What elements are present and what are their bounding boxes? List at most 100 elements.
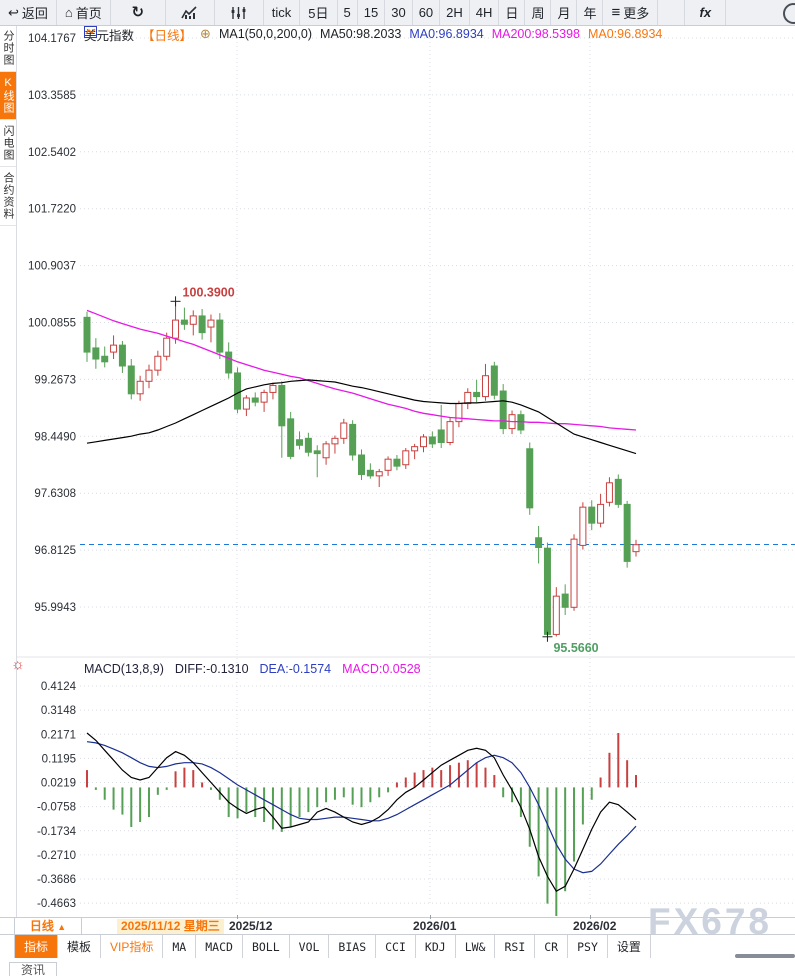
period-2h-button[interactable]: 2H	[440, 0, 470, 25]
tab-vip-indicator[interactable]: VIP指标	[101, 935, 164, 958]
indicator-settings-icon[interactable]: ☼	[11, 656, 25, 673]
tab-lw[interactable]: LW&	[456, 935, 496, 958]
tab-ma[interactable]: MA	[163, 935, 197, 958]
mini-chart-icon	[84, 26, 97, 38]
sidebar: 分时图 K线图 闪电图 合约资料	[0, 25, 17, 917]
candlestick-icon	[231, 6, 246, 19]
period-week-button[interactable]: 周	[525, 0, 552, 25]
more-label: 更多	[623, 6, 650, 21]
tab-indicator[interactable]: 指标	[14, 935, 59, 958]
period-15-button[interactable]: 15	[358, 0, 386, 25]
period-dropdown[interactable]: 日线 ▲	[14, 918, 82, 934]
price-chart[interactable]: 104.1767 103.3585 102.5402 101.7220 100.9037…	[16, 25, 795, 917]
sidebar-item-flash-chart[interactable]: 闪电图	[0, 120, 16, 167]
x-axis-row: 日线 ▲ 2025/11/12 星期三 2025/12 2026/01 2026…	[0, 915, 795, 935]
tab-cr[interactable]: CR	[535, 935, 569, 958]
tab-template[interactable]: 模板	[58, 935, 102, 958]
sidebar-item-contract-info[interactable]: 合约资料	[0, 167, 16, 226]
ma0-value-orange: MA0:96.8934	[587, 27, 663, 41]
back-icon: ↩	[8, 5, 19, 20]
macd-diff-value: DIFF:-0.1310	[174, 662, 249, 676]
macd-header: MACD(13,8,9) DIFF:-0.1310 DEA:-0.1574 MA…	[84, 662, 421, 676]
line-chart-button[interactable]	[166, 0, 215, 25]
svg-text:104.1767: 104.1767	[28, 33, 76, 45]
ma-config-label: MA1(50,0,200,0)	[218, 27, 313, 41]
toolbar: ↩ 返回 ⌂ 首页 ↻ tick 5日 5 15 30 60 2H 4H 日 周…	[0, 0, 795, 26]
zoom-out-icon[interactable]	[783, 3, 795, 24]
back-label: 返回	[21, 6, 48, 21]
tab-news[interactable]: 资讯	[9, 962, 57, 976]
svg-text:-0.1734: -0.1734	[37, 826, 77, 838]
svg-text:-0.0758: -0.0758	[37, 802, 76, 814]
indicator-tabs: 指标 模板 VIP指标 MA MACD BOLL VOL BIAS CCI KD…	[0, 934, 795, 959]
refresh-button[interactable]: ↻	[111, 0, 166, 25]
x-axis-tick	[430, 915, 431, 919]
candlestick-button[interactable]	[215, 0, 264, 25]
macd-value: MACD:0.0528	[342, 662, 421, 676]
period-tag: 【日线】	[142, 28, 193, 43]
chart-header: 美元指数 【日线】 ⊕ MA1(50,0,200,0) MA50:98.2033…	[84, 26, 663, 43]
home-icon: ⌂	[64, 5, 73, 20]
svg-text:0.1195: 0.1195	[42, 753, 76, 765]
svg-text:97.6308: 97.6308	[34, 488, 76, 500]
ma0-value-blue: MA0:96.8934	[409, 27, 484, 41]
tab-kdj[interactable]: KDJ	[416, 935, 456, 958]
first-bar-date: 2025/11/12 星期三	[117, 919, 224, 934]
home-label: 首页	[75, 6, 102, 21]
svg-text:101.7220: 101.7220	[28, 204, 76, 216]
tab-macd[interactable]: MACD	[196, 935, 243, 958]
menu-icon: ≡	[611, 4, 621, 21]
tab-rsi[interactable]: RSI	[495, 935, 536, 958]
svg-text:102.5402: 102.5402	[28, 147, 76, 159]
svg-text:100.3900: 100.3900	[183, 285, 235, 299]
svg-text:95.5660: 95.5660	[553, 641, 598, 655]
svg-text:103.3585: 103.3585	[28, 90, 76, 102]
tab-settings[interactable]: 设置	[608, 935, 651, 958]
svg-text:0.3148: 0.3148	[41, 705, 76, 717]
svg-text:100.9037: 100.9037	[28, 261, 76, 273]
x-axis-label: 2025/12	[229, 919, 273, 933]
svg-text:99.2673: 99.2673	[34, 374, 76, 386]
fx-button[interactable]: fx	[685, 0, 727, 25]
period-30-button[interactable]: 30	[385, 0, 413, 25]
refresh-icon: ↻	[131, 4, 145, 21]
svg-text:-0.4663: -0.4663	[37, 898, 76, 910]
svg-text:0.0219: 0.0219	[41, 778, 76, 790]
svg-text:95.9943: 95.9943	[34, 602, 76, 614]
tab-psy[interactable]: PSY	[568, 935, 608, 958]
svg-text:0.4124: 0.4124	[41, 681, 77, 693]
period-year-button[interactable]: 年	[577, 0, 604, 25]
tab-bias[interactable]: BIAS	[329, 935, 377, 958]
macd-dea-value: DEA:-0.1574	[259, 662, 332, 676]
back-button[interactable]: ↩ 返回	[0, 0, 57, 25]
tab-cci[interactable]: CCI	[376, 935, 416, 958]
period-month-button[interactable]: 月	[551, 0, 578, 25]
period-5d-button[interactable]: 5日	[300, 0, 338, 25]
period-5-button[interactable]: 5	[338, 0, 358, 25]
toolbar-spacer	[658, 0, 686, 25]
svg-text:100.0855: 100.0855	[28, 318, 76, 330]
period-dropdown-label: 日线	[29, 919, 54, 933]
more-button[interactable]: ≡ 更多	[603, 0, 659, 25]
period-60-button[interactable]: 60	[413, 0, 441, 25]
tab-boll[interactable]: BOLL	[243, 935, 290, 958]
chevron-up-icon: ▲	[57, 922, 67, 932]
period-tick-button[interactable]: tick	[264, 0, 301, 25]
zoom-in-icon[interactable]: ⊕	[200, 26, 211, 41]
home-button[interactable]: ⌂ 首页	[57, 0, 111, 25]
period-day-button[interactable]: 日	[499, 0, 526, 25]
x-axis-label: 2026/01	[413, 919, 457, 933]
svg-text:98.4490: 98.4490	[34, 431, 76, 443]
sidebar-item-candle-chart[interactable]: K线图	[0, 72, 16, 120]
sidebar-item-time-chart[interactable]: 分时图	[0, 25, 16, 72]
ma200-value: MA200:98.5398	[491, 27, 580, 41]
svg-text:-0.3686: -0.3686	[37, 874, 76, 886]
x-axis-tick	[237, 915, 238, 919]
svg-text:96.8125: 96.8125	[34, 545, 76, 557]
tab-vol[interactable]: VOL	[290, 935, 330, 958]
x-axis-label: 2026/02	[573, 919, 617, 933]
bottom-strip: 资讯	[0, 958, 795, 976]
horizontal-scrollbar[interactable]	[735, 954, 795, 958]
period-4h-button[interactable]: 4H	[470, 0, 500, 25]
